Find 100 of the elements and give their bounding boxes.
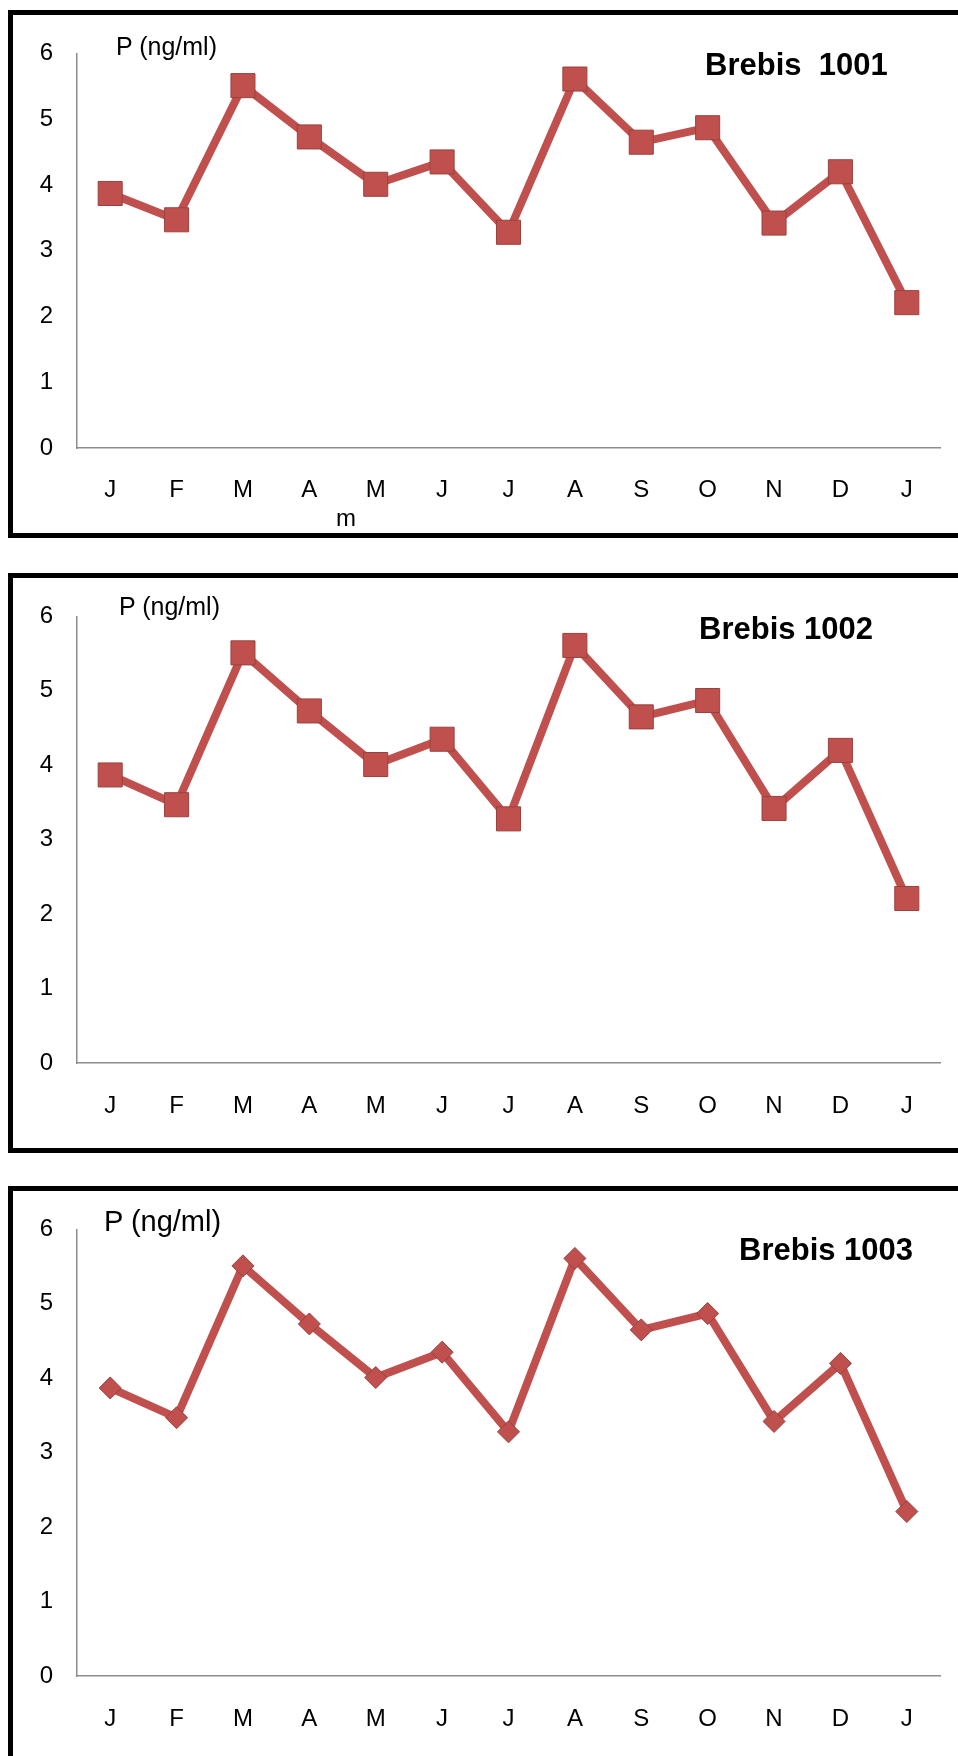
point [761, 795, 787, 821]
point [827, 159, 853, 185]
point [495, 806, 522, 832]
x-tick-label: J [436, 1704, 449, 1732]
y-tick-label: 1 [39, 1586, 53, 1614]
y-tick-label: 3 [39, 235, 53, 263]
point [364, 1366, 388, 1390]
x-tick-label: M [365, 1091, 386, 1119]
point [894, 885, 920, 912]
x-tick-label: A [301, 1704, 318, 1732]
point [695, 687, 721, 714]
point [628, 129, 654, 155]
y-tick-label: 2 [39, 301, 53, 329]
y-tick-label: 1 [39, 973, 53, 1001]
x-tick-label: M [232, 1704, 253, 1732]
point [563, 1246, 587, 1270]
x-tick-label: O [698, 1704, 717, 1732]
y-tick-label: 4 [39, 169, 53, 197]
y-tick-label: 0 [39, 1660, 53, 1688]
x-tick-label: F [169, 1704, 184, 1732]
y-tick-label: 3 [39, 1437, 53, 1465]
point [363, 171, 389, 197]
x-tick-label: A [566, 1091, 583, 1119]
point [562, 632, 588, 658]
point [430, 1340, 454, 1364]
chart-title: Brebis 1001 [705, 47, 888, 83]
chart-title: Brebis 1003 [739, 1232, 914, 1268]
point [429, 726, 455, 752]
x-tick-label: J [502, 475, 515, 503]
point [296, 698, 322, 724]
y-tick-label: 6 [39, 601, 53, 629]
y-tick-label: 5 [39, 675, 53, 703]
y-tick-label: 0 [39, 432, 53, 460]
point [828, 1351, 852, 1375]
point [429, 149, 455, 175]
point [696, 1302, 720, 1326]
y-axis-title: P (ng/ml) [104, 1204, 222, 1239]
y-tick-label: 6 [39, 1214, 53, 1242]
point [695, 115, 721, 141]
point [894, 290, 920, 316]
x-tick-label: A [301, 475, 318, 503]
point [164, 792, 190, 818]
point [230, 73, 256, 99]
y-tick-label: 6 [39, 38, 53, 66]
y-tick-label: 1 [39, 366, 53, 394]
point [97, 762, 123, 788]
x-tick-label: A [566, 1704, 583, 1732]
y-tick-label: 4 [39, 749, 53, 777]
x-tick-label: J [436, 475, 449, 503]
x-tick-label: A [566, 475, 583, 503]
point [231, 1254, 255, 1278]
x-tick-label: J [502, 1091, 515, 1119]
x-tick-label: O [698, 475, 717, 503]
x-tick-label: N [765, 475, 783, 503]
x-tick-label: N [765, 1704, 783, 1732]
point [296, 124, 322, 150]
point [761, 210, 787, 236]
x-tick-label: J [900, 475, 913, 503]
y-axis-title: P (ng/ml) [116, 31, 217, 61]
x-tick-label: S [633, 1704, 650, 1732]
x-tick-label: F [169, 475, 184, 503]
point [165, 1406, 189, 1430]
x-tick-label: S [633, 475, 650, 503]
point [97, 180, 123, 206]
text: m [336, 504, 356, 532]
x-tick-label: D [831, 1091, 850, 1119]
y-tick-label: 4 [39, 1362, 53, 1390]
x-tick-label: M [365, 1704, 386, 1732]
x-tick-label: J [502, 1704, 515, 1732]
chart-title: Brebis 1002 [699, 611, 874, 647]
x-tick-label: J [104, 1704, 117, 1732]
x-tick-label: M [232, 1091, 253, 1119]
y-tick-label: 5 [39, 103, 53, 131]
point [164, 207, 190, 233]
y-tick-label: 2 [39, 898, 53, 926]
point [98, 1376, 122, 1400]
x-tick-label: N [765, 1091, 783, 1119]
point [363, 752, 389, 778]
y-tick-label: 2 [39, 1511, 53, 1539]
x-tick-label: J [104, 1091, 117, 1119]
x-tick-label: M [365, 475, 386, 503]
x-tick-label: A [301, 1091, 318, 1119]
point [297, 1312, 321, 1336]
y-axis-title: P (ng/ml) [119, 592, 220, 621]
y-tick-label: 5 [39, 1288, 53, 1316]
point [827, 737, 853, 763]
x-tick-label: J [436, 1091, 449, 1119]
point [628, 704, 654, 730]
x-tick-label: D [831, 475, 850, 503]
x-tick-label: J [900, 1704, 913, 1732]
x-tick-label: F [169, 1091, 184, 1119]
x-tick-label: O [698, 1091, 717, 1119]
point [895, 1500, 919, 1523]
x-tick-label: J [900, 1091, 913, 1119]
y-tick-label: 0 [39, 1047, 53, 1075]
x-tick-label: M [232, 475, 253, 503]
point [629, 1318, 653, 1342]
y-tick-label: 3 [39, 824, 53, 852]
point [497, 1420, 520, 1444]
x-tick-label: S [633, 1091, 650, 1119]
